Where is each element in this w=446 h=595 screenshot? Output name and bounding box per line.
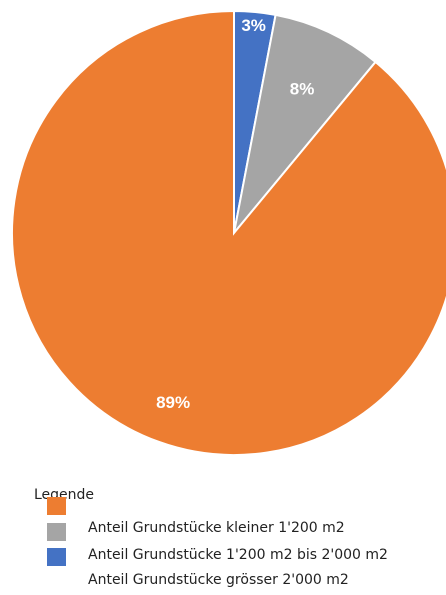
slice-label-3: 3% <box>241 16 266 35</box>
pie-slice-large-plots <box>11 9 446 456</box>
pie-slice-small-plots <box>233 13 377 234</box>
slice-label-89: 89% <box>156 393 190 412</box>
slice-label-8: 8% <box>290 79 315 98</box>
